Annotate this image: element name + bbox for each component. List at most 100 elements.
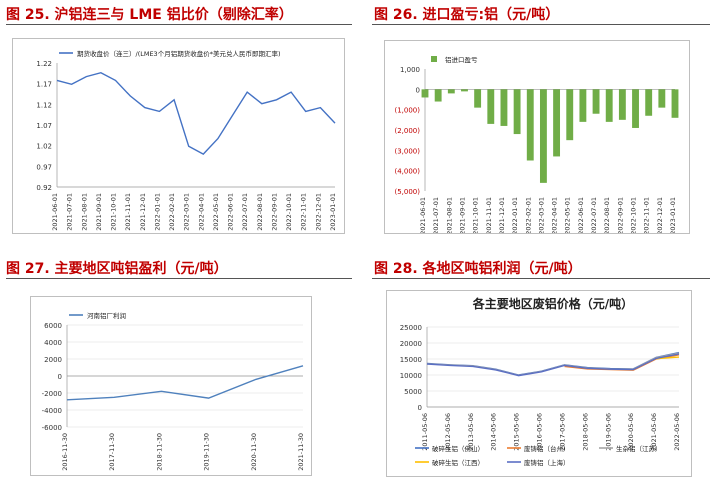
x-tick-label: 2011-05-06 — [421, 413, 429, 451]
bar — [592, 89, 600, 114]
y-tick-label: (4,000) — [394, 168, 420, 176]
y-tick-label: 2000 — [44, 356, 62, 364]
x-tick-label: 2023-01-01 — [669, 197, 677, 233]
x-tick-label: 2022-05-06 — [673, 413, 681, 451]
x-tick-label: 2021-09-01 — [95, 193, 103, 231]
y-tick-label: 25000 — [400, 324, 422, 332]
figure-26-rule — [372, 24, 710, 25]
x-tick-label: 2022-08-01 — [256, 193, 264, 231]
chart-title: 各主要地区废铝价格（元/吨） — [472, 296, 633, 311]
bar — [539, 89, 547, 183]
bar — [618, 89, 626, 120]
legend-swatch — [431, 56, 437, 62]
x-tick-label: 2022-09-01 — [270, 193, 278, 231]
series-line — [426, 353, 680, 377]
x-tick-label: 2021-08-01 — [445, 197, 453, 233]
y-tick-label: 5000 — [404, 388, 422, 396]
x-tick-label: 2022-09-01 — [616, 197, 624, 233]
chart-import-profit: 1,000 0 (1,000) (2,000) (3,000) (4,000) (5,000… — [394, 55, 679, 235]
figure-28-rule — [372, 278, 710, 279]
x-tick-label: 2022-06-01 — [577, 197, 585, 233]
bar — [553, 89, 561, 157]
y-tick-label: 0 — [418, 404, 422, 412]
y-tick-label: 1.17 — [36, 81, 52, 89]
x-tick-label: 2022-03-01 — [183, 193, 191, 231]
y-tick-label: 0.92 — [36, 184, 52, 192]
figure-27-rule — [6, 278, 352, 279]
x-tick-label: 2020-05-06 — [627, 413, 635, 451]
x-tick-label: 2019-05-06 — [604, 413, 612, 451]
figure-27-title: 图 27. 主要地区吨铝盈利（元/吨） — [6, 261, 228, 277]
x-tick-label: 2021-11-30 — [297, 433, 305, 471]
y-tick-label: 1.07 — [36, 122, 52, 130]
legend-label: 期货收盘价（连三）/(LME3个月铝期货收盘价*美元兑人民币即期汇率) — [77, 49, 280, 58]
x-tick-label: 2015-05-06 — [513, 413, 521, 451]
bar — [500, 89, 508, 126]
series-line — [656, 356, 680, 360]
y-tick-label: 1.02 — [36, 143, 52, 151]
x-tick-label: 2022-03-01 — [537, 197, 545, 233]
legend-label: 废铸铝（台州） — [524, 444, 570, 453]
x-tick-label: 2021-11-01 — [485, 197, 493, 233]
legend-label: 河南铝厂利润 — [87, 311, 126, 320]
y-tick-label: (5,000) — [394, 188, 420, 196]
chart-frame-ratio: 1.22 1.17 1.12 1.07 1.02 0.97 0.92 2021-06-01 20… — [12, 38, 345, 234]
bar — [487, 89, 495, 124]
x-tick-label: 2021-07-01 — [66, 193, 74, 231]
x-tick-label: 2014-05-06 — [490, 413, 498, 451]
bar — [645, 89, 653, 116]
x-tick-label: 2016-05-06 — [536, 413, 544, 451]
series-line — [426, 351, 680, 376]
x-tick-label: 2022-04-01 — [551, 197, 559, 233]
x-tick-label: 2018-05-06 — [581, 413, 589, 451]
x-tick-label: 2022-12-01 — [656, 197, 664, 233]
y-tick-label: 15000 — [400, 356, 422, 364]
x-tick-label: 2021-08-01 — [80, 193, 88, 231]
y-tick-label: 1.22 — [36, 60, 52, 68]
bar — [632, 89, 639, 128]
figure-28-title: 图 28. 各地区吨铝利润（元/吨） — [374, 261, 582, 277]
x-tick-label: 2021-10-01 — [110, 193, 118, 231]
x-tick-label: 2017-11-30 — [108, 433, 116, 471]
x-tick-label: 2022-08-01 — [603, 197, 611, 233]
bar — [658, 89, 666, 108]
x-tick-label: 2022-10-01 — [285, 193, 293, 231]
x-tick-label: 2022-11-01 — [300, 193, 308, 231]
bar — [434, 89, 442, 102]
x-tick-label: 2022-12-01 — [314, 193, 322, 231]
bar — [566, 89, 574, 141]
chart-scrap-prices: 各主要地区废铝价格（元/吨）25000200001500010000500002… — [400, 296, 681, 467]
x-tick-label: 2021-07-01 — [432, 197, 440, 233]
bar — [579, 89, 587, 122]
legend-label: 破碎生铝（佛山） — [432, 444, 484, 453]
x-tick-label: 2021-10-01 — [472, 197, 480, 233]
x-tick-label: 2022-02-01 — [168, 193, 176, 231]
y-tick-label: 1.12 — [36, 101, 52, 109]
x-tick-label: 2016-11-30 — [61, 433, 69, 471]
x-tick-label: 2012-05-06 — [444, 413, 452, 451]
x-tick-label: 2022-01-01 — [511, 197, 519, 233]
bar — [671, 89, 679, 118]
chart-frame-scrap: 各主要地区废铝价格（元/吨） 25000 20000 15000 10000 5000 0 2… — [386, 290, 692, 477]
bar — [461, 89, 468, 92]
bar — [421, 89, 429, 98]
y-tick-label: -2000 — [42, 390, 62, 398]
figure-25-title: 图 25. 沪铝连三与 LME 铝比价（剔除汇率） — [6, 7, 293, 23]
y-tick-label: 1,000 — [400, 66, 420, 74]
x-tick-label: 2022-10-01 — [630, 197, 638, 233]
x-tick-label: 2022-01-01 — [153, 193, 161, 231]
x-tick-label: 2022-05-01 — [212, 193, 220, 231]
y-tick-label: -4000 — [42, 407, 62, 415]
x-tick-label: 2021-12-01 — [139, 193, 147, 231]
x-tick-label: 2021-06-01 — [51, 193, 59, 231]
legend-label: 废铸铝（上海） — [524, 458, 570, 467]
chart-frame-import: 1,000 0 (1,000) (2,000) (3,000) (4,000) (5,000… — [384, 40, 690, 235]
y-tick-label: 0 — [416, 86, 420, 94]
x-tick-label: 2017-05-06 — [558, 413, 566, 451]
y-tick-label: (1,000) — [394, 107, 420, 115]
x-tick-label: 2019-11-30 — [203, 433, 211, 471]
x-tick-label: 2021-06-01 — [419, 197, 427, 233]
y-tick-label: (2,000) — [394, 127, 420, 135]
